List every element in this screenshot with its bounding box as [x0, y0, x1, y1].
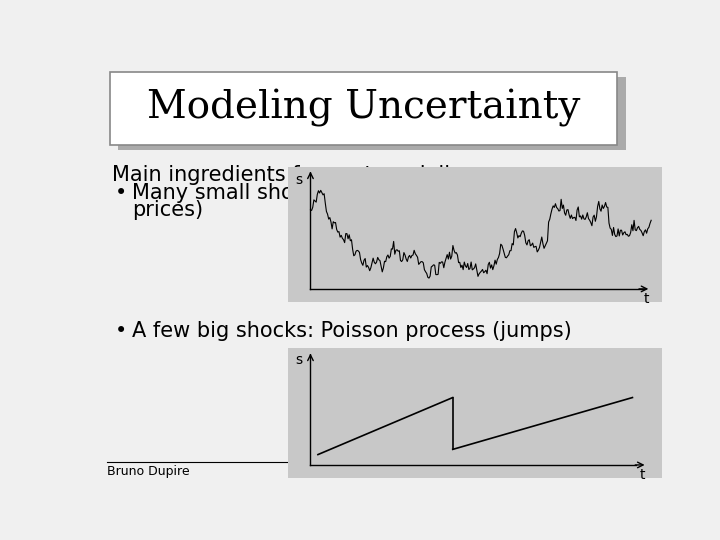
FancyBboxPatch shape [109, 72, 617, 145]
Text: Modeling Uncertainty: Modeling Uncertainty [147, 89, 580, 127]
Text: t: t [644, 292, 649, 306]
Text: t: t [640, 468, 645, 482]
Text: s: s [295, 173, 302, 187]
Text: •: • [115, 321, 127, 341]
Text: prices): prices) [132, 200, 203, 220]
Text: A few big shocks: Poisson process (jumps): A few big shocks: Poisson process (jumps… [132, 321, 572, 341]
Text: Many small shocks: Brownian Motion (continuous: Many small shocks: Brownian Motion (cont… [132, 183, 645, 203]
Text: 7: 7 [624, 465, 631, 478]
Text: •: • [115, 183, 127, 203]
Text: Bruno Dupire: Bruno Dupire [107, 465, 189, 478]
Text: s: s [295, 354, 302, 368]
Text: Main ingredients for spot modeling: Main ingredients for spot modeling [112, 165, 477, 185]
FancyBboxPatch shape [118, 77, 626, 150]
